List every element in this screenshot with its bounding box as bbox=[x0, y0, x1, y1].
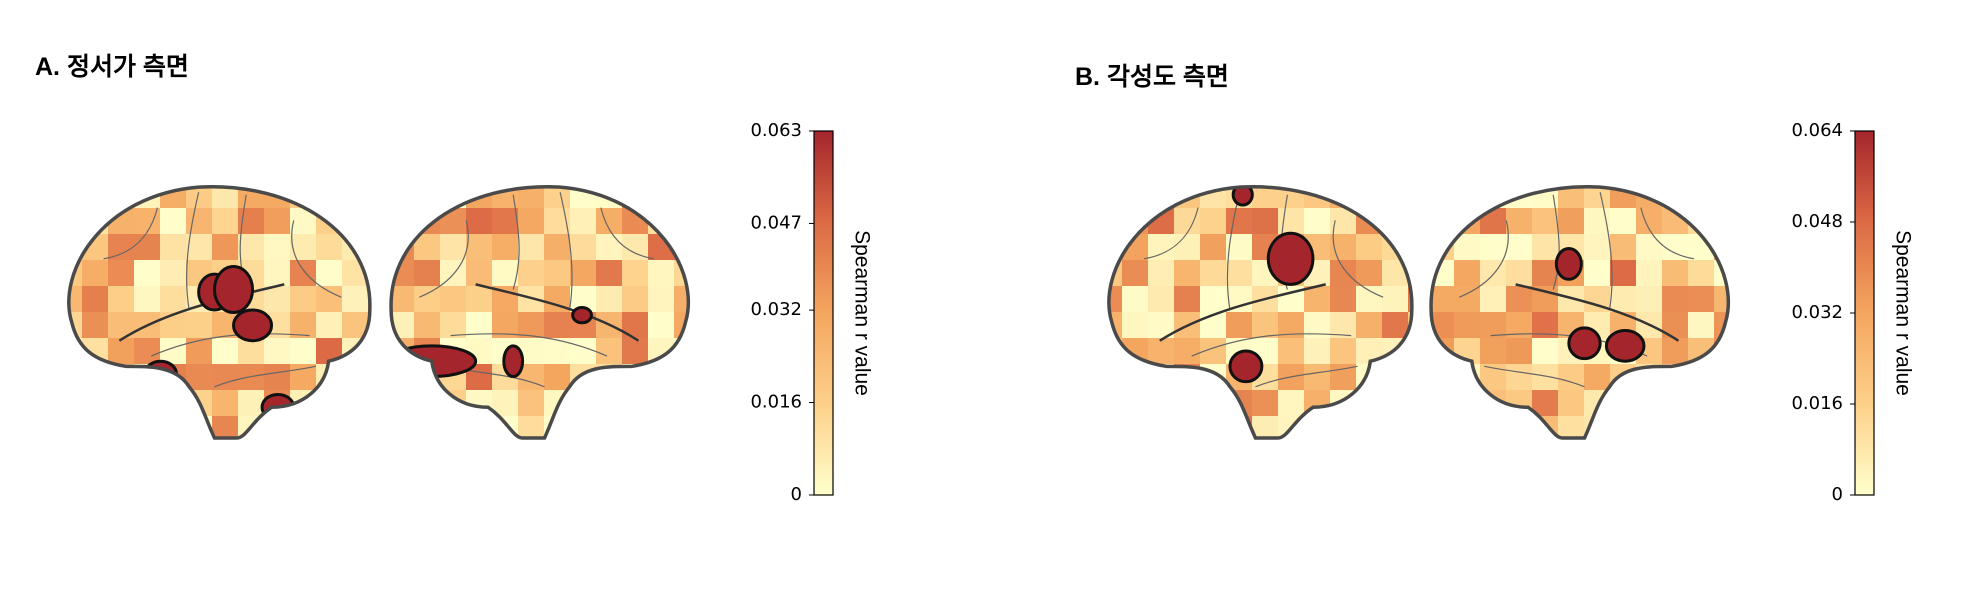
brain bbox=[1431, 186, 1729, 438]
tick-label: 0.016 bbox=[1791, 393, 1843, 414]
panel-title: B. 각성도 측면 bbox=[1075, 63, 1229, 91]
region bbox=[1266, 231, 1315, 286]
tick-label: 0.016 bbox=[750, 392, 802, 413]
tick-label: 0.064 bbox=[1791, 120, 1843, 141]
region bbox=[232, 308, 274, 343]
region bbox=[1228, 349, 1264, 384]
panel-title: A. 정서가 측면 bbox=[35, 53, 189, 81]
region bbox=[502, 344, 525, 379]
tick-label: 0 bbox=[791, 484, 802, 505]
brain-outline bbox=[69, 187, 370, 438]
tick-label: 0.048 bbox=[1791, 211, 1843, 232]
colorbar bbox=[1854, 130, 1875, 496]
brain-outline bbox=[1109, 187, 1412, 438]
brain-outline bbox=[391, 187, 688, 438]
region bbox=[571, 305, 593, 325]
region bbox=[1554, 247, 1583, 281]
region bbox=[213, 264, 255, 315]
region bbox=[143, 359, 178, 389]
tick-label: 0.032 bbox=[750, 299, 802, 320]
brain-outline bbox=[1431, 187, 1728, 438]
region bbox=[1604, 328, 1646, 363]
colorbar-label: Spearman r value bbox=[1891, 230, 1914, 396]
tick-label: 0.032 bbox=[1791, 302, 1843, 323]
brain bbox=[68, 186, 370, 438]
tick-label: 0.063 bbox=[750, 120, 802, 141]
brain bbox=[1108, 186, 1412, 438]
colorbar-label: Spearman r value bbox=[850, 230, 873, 396]
tick-label: 0 bbox=[1832, 484, 1843, 505]
tick-label: 0.047 bbox=[750, 212, 802, 233]
region bbox=[1231, 186, 1254, 207]
region bbox=[1567, 326, 1602, 361]
colorbar bbox=[813, 130, 834, 496]
